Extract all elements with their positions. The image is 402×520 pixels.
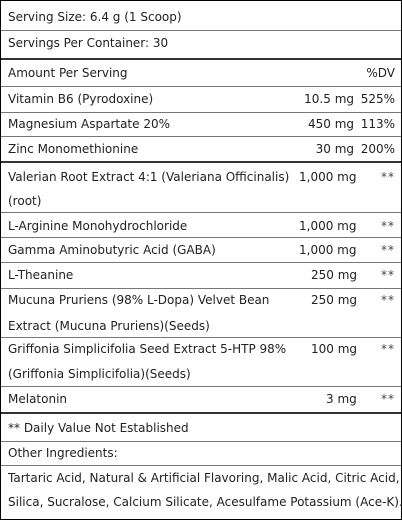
- divider: [1, 337, 401, 338]
- ingredient-dv: **: [381, 293, 395, 307]
- divider: [1, 136, 401, 137]
- divider: [1, 441, 401, 442]
- divider-thick: [1, 412, 401, 414]
- divider: [1, 288, 401, 289]
- ingredient-amount: 1,000 mg: [299, 243, 357, 257]
- other-ingredients-label: Other Ingredients:: [8, 446, 118, 460]
- other-ingredients-text: Tartaric Acid, Natural & Artificial Flav…: [8, 471, 400, 485]
- ingredient-name: Griffonia Simplicifolia Seed Extract 5-H…: [8, 342, 287, 356]
- ingredient-name-cont: (root): [8, 194, 42, 208]
- ingredient-amount: 450 mg: [307, 117, 354, 131]
- divider: [1, 465, 401, 466]
- divider: [1, 86, 401, 87]
- ingredient-dv: **: [381, 243, 395, 257]
- ingredient-name: L-Theanine: [8, 268, 74, 282]
- ingredient-name: Melatonin: [8, 392, 68, 406]
- ingredient-dv: **: [381, 219, 395, 233]
- divider: [1, 30, 401, 31]
- ingredient-amount: 250 mg: [311, 293, 358, 307]
- amount-per-serving-label: Amount Per Serving: [8, 66, 128, 80]
- ingredient-name-cont: Extract (Mucuna Pruriens)(Seeds): [8, 319, 210, 333]
- servings-per-container: Servings Per Container: 30: [8, 36, 169, 50]
- ingredient-name: Valerian Root Extract 4:1 (Valeriana Off…: [8, 170, 290, 184]
- dv-label: %DV: [366, 66, 395, 80]
- ingredient-dv: **: [381, 392, 395, 406]
- ingredient-name-cont: (Griffonia Simplicifolia)(Seeds): [8, 367, 191, 381]
- ingredient-name: Vitamin B6 (Pyrodoxine): [8, 92, 154, 106]
- other-ingredients-text: Silica, Sucralose, Calcium Silicate, Ace…: [8, 495, 402, 509]
- ingredient-dv: 200%: [360, 142, 395, 156]
- divider-thick: [1, 58, 401, 60]
- divider: [1, 112, 401, 113]
- ingredient-amount: 30 mg: [315, 142, 354, 156]
- footnote: ** Daily Value Not Established: [8, 421, 189, 435]
- divider-thick: [1, 161, 401, 163]
- ingredient-amount: 10.5 mg: [304, 92, 354, 106]
- ingredient-name: Zinc Monomethionine: [8, 142, 139, 156]
- divider: [1, 237, 401, 238]
- ingredient-dv: 113%: [360, 117, 395, 131]
- ingredient-amount: 3 mg: [326, 392, 357, 406]
- ingredient-dv: **: [381, 268, 395, 282]
- ingredient-amount: 1,000 mg: [299, 219, 357, 233]
- divider: [1, 262, 401, 263]
- ingredient-amount: 250 mg: [311, 268, 358, 282]
- ingredient-name: Gamma Aminobutyric Acid (GABA): [8, 243, 216, 257]
- ingredient-name: Mucuna Pruriens (98% L-Dopa) Velvet Bean: [8, 293, 270, 307]
- ingredient-name: Magnesium Aspartate 20%: [8, 117, 171, 131]
- ingredient-dv: **: [381, 342, 395, 356]
- ingredient-dv: 525%: [360, 92, 395, 106]
- serving-size: Serving Size: 6.4 g (1 Scoop): [8, 10, 182, 24]
- ingredient-amount: 1,000 mg: [299, 170, 357, 184]
- divider: [1, 386, 401, 387]
- ingredient-amount: 100 mg: [311, 342, 358, 356]
- ingredient-dv: **: [381, 170, 395, 184]
- divider: [1, 212, 401, 213]
- ingredient-name: L-Arginine Monohydrochloride: [8, 219, 188, 233]
